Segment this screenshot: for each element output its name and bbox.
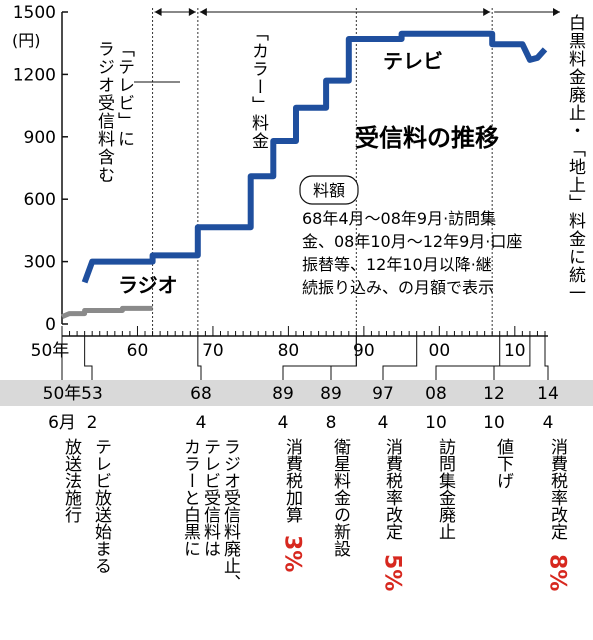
event-year: 89 (320, 384, 342, 404)
event-text: 放送法施行 (61, 438, 82, 524)
event-text: テレビ受信料は (200, 438, 221, 557)
x-tick-label: 70 (202, 341, 224, 361)
event-year: 68 (190, 384, 212, 404)
event-tax-rate: 3% (280, 535, 305, 572)
x-tick-label: 50年 (31, 341, 70, 361)
note-line: 振替等、12年10月以降·継 (302, 255, 492, 274)
y-tick-label: 600 (24, 190, 56, 210)
note-line: 68年4月～08年9月·訪問集 (302, 209, 496, 228)
period-arrow-terrestrial-head (553, 8, 560, 16)
event-year: 53 (81, 384, 103, 404)
period-label-bw-1: 「テレビ」に (114, 40, 135, 148)
event-text: 消費税率改定 (382, 438, 403, 540)
event-text: 訪問集金廃止 (435, 438, 456, 540)
event-leader (435, 336, 501, 380)
period-arrow-color-head-right (483, 8, 491, 16)
event-year: 97 (372, 384, 394, 404)
note-heading: 料額 (313, 181, 345, 200)
event-leader (493, 336, 531, 380)
x-tick-label: 90 (353, 341, 375, 361)
event-year: 14 (537, 384, 559, 404)
event-year-band (0, 380, 593, 406)
event-year: 08 (425, 384, 447, 404)
event-year: 50年 (43, 384, 82, 404)
y-unit-label: (円) (12, 31, 41, 50)
event-text: ラジオ受信料廃止、 (220, 438, 241, 591)
series-line-tv (81, 30, 548, 284)
series-lines (61, 30, 548, 320)
x-tick-label: 10 (504, 341, 526, 361)
event-month: 2 (87, 413, 98, 433)
event-month: 10 (483, 413, 505, 433)
chart-title: 受信料の推移 (355, 124, 499, 152)
period-label-terrestrial-1: 白黒料金廃止・ (565, 14, 586, 140)
period-label-terrestrial-2: 「地上」料金に統一 (565, 140, 586, 302)
event-tax-rate: 8% (545, 554, 570, 591)
y-tick-label: 300 (24, 253, 56, 273)
y-tick-label: 900 (24, 128, 56, 148)
period-arrow-bw-head-left (154, 8, 162, 16)
event-year: 89 (272, 384, 294, 404)
gridlines (152, 8, 493, 336)
note-line: 続振り込み、の月額で表示 (302, 278, 494, 297)
event-month: 10 (425, 413, 447, 433)
event-text: テレビ放送始まる (91, 438, 112, 574)
note-line: 金、08年10月～12年9月·口座 (302, 232, 522, 251)
event-month: 8 (326, 413, 337, 433)
y-tick-label: 1500 (13, 3, 56, 23)
event-month: 6月 (48, 413, 76, 433)
event-text: 消費税率改定 (547, 438, 568, 540)
period-label-color: 「カラー」料金 (248, 24, 269, 150)
axes: 0 300 600 900 1200 1500 (円) 50年 60 70 80 90 00 10 (12, 3, 548, 361)
period-label-bw-2: ラジオ受信料含む (94, 40, 115, 184)
x-tick-label: 60 (127, 341, 149, 361)
event-month: 4 (543, 413, 554, 433)
note-heading-box (299, 175, 359, 205)
event-month: 4 (378, 413, 389, 433)
event-leader (382, 336, 418, 380)
series-line-radio (61, 305, 153, 320)
event-year: 12 (483, 384, 505, 404)
series-label-radio: ラジオ (118, 273, 178, 297)
event-text: カラーと白黒に (180, 438, 201, 557)
event-leader (544, 336, 549, 380)
event-text: 衛星料金の新設 (330, 438, 351, 557)
x-tick-label: 80 (278, 341, 300, 361)
event-text: 値下げ (493, 438, 514, 489)
series-label-tv: テレビ (383, 49, 443, 73)
event-leader (84, 336, 93, 380)
y-tick-label: 0 (45, 315, 56, 335)
event-leader (330, 336, 357, 380)
event-leader (197, 336, 202, 380)
event-month: 4 (278, 413, 289, 433)
event-tax-rate: 5% (380, 554, 405, 591)
event-month: 4 (196, 413, 207, 433)
y-tick-label: 1200 (13, 65, 56, 85)
x-tick-label: 00 (429, 341, 451, 361)
event-text: 消費税加算 (282, 438, 303, 523)
period-arrow-bw-head-right (188, 8, 196, 16)
period-arrow-color-head-left (199, 8, 207, 16)
